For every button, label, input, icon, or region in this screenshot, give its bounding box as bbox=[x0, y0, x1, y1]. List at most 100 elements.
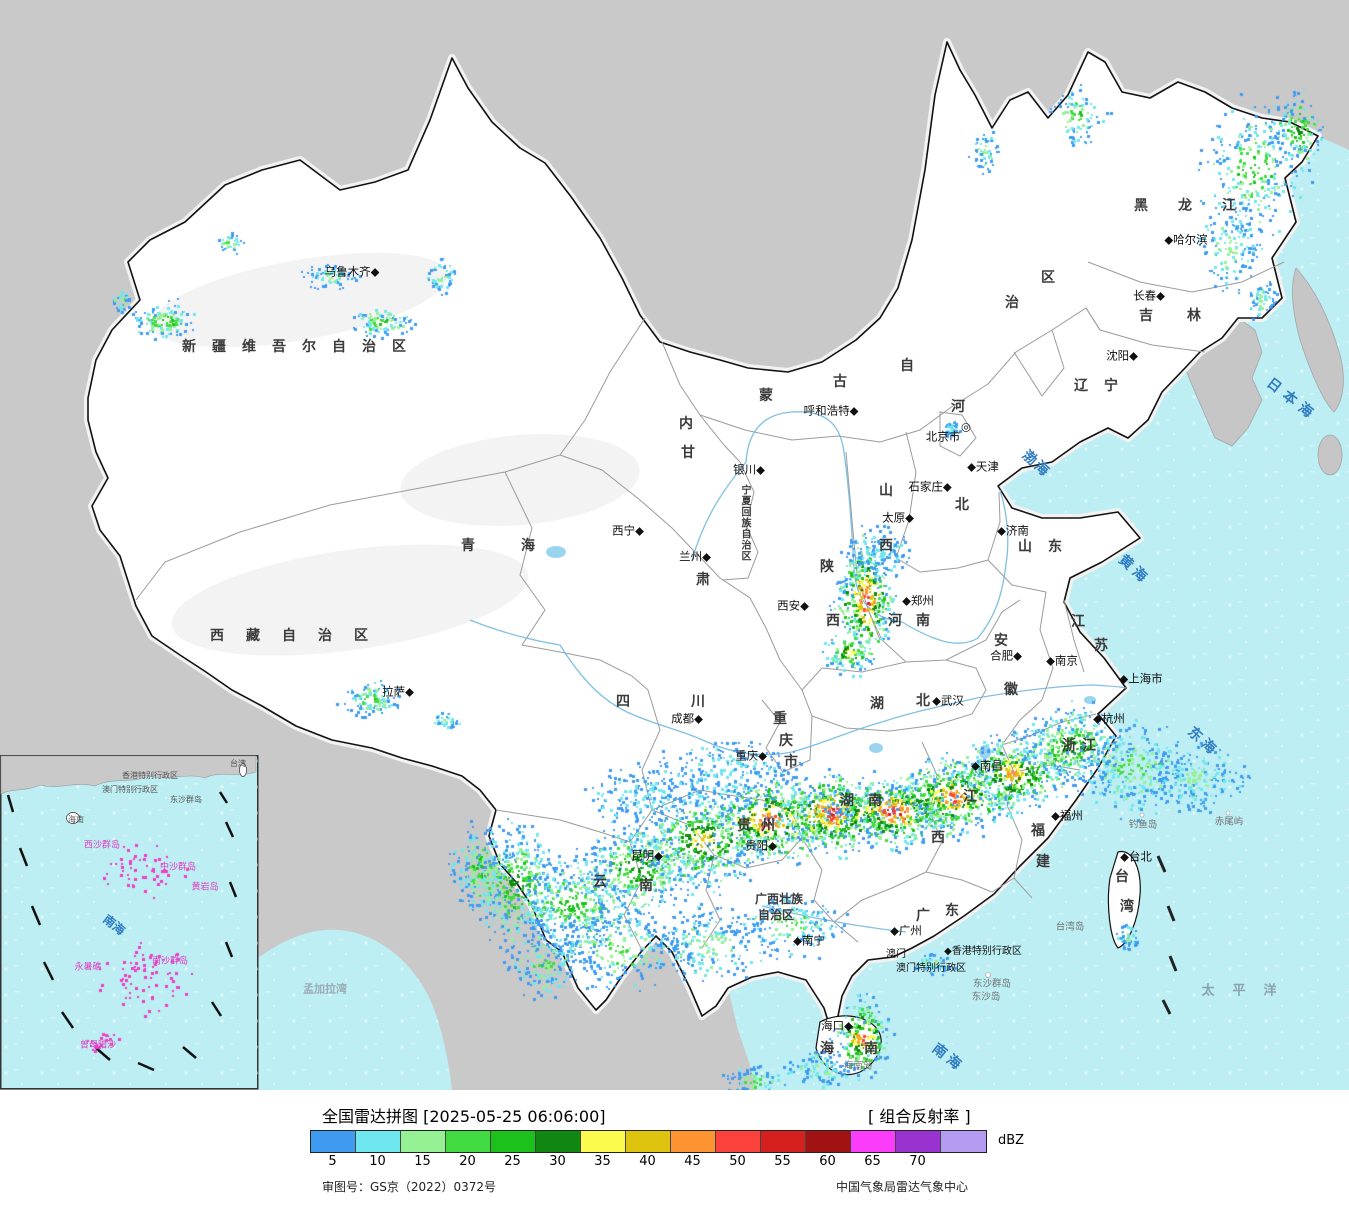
map-label: 成都◆ bbox=[671, 711, 703, 726]
scale-value: 70 bbox=[909, 1154, 926, 1169]
scale-value: 65 bbox=[864, 1154, 881, 1169]
map-label: 东沙岛 bbox=[971, 991, 1001, 1003]
map-label: ◆杭州 bbox=[1093, 711, 1125, 726]
map-label: 南海 bbox=[928, 1040, 968, 1076]
map-label: 西宁◆ bbox=[612, 523, 644, 538]
map-label: 肃 bbox=[696, 572, 710, 588]
map-label: 古 bbox=[833, 374, 847, 390]
colorbar-cell bbox=[896, 1131, 941, 1152]
product-label: [ 组合反射率 ] bbox=[868, 1107, 971, 1126]
map-label: 日本海 bbox=[1263, 375, 1321, 425]
scale-value: 15 bbox=[414, 1154, 431, 1169]
unit-label: dBZ bbox=[998, 1133, 1025, 1148]
map-label: 自治区 bbox=[757, 908, 795, 922]
map-label: 四 bbox=[616, 694, 630, 710]
map-label: 吉林 bbox=[1139, 308, 1235, 324]
map-label: 州 bbox=[761, 818, 775, 834]
radar-echo-layer bbox=[0, 0, 1349, 1090]
map-label: 河南 bbox=[888, 613, 944, 629]
map-label: 太平洋 bbox=[1201, 983, 1295, 999]
map-label: 南沙群岛 bbox=[151, 956, 189, 967]
map-label: 长春◆ bbox=[1133, 288, 1165, 303]
colorbar-cell bbox=[761, 1131, 806, 1152]
colorbar-cell bbox=[401, 1131, 446, 1152]
colorbar-cell bbox=[941, 1131, 986, 1152]
map-label: ◎ bbox=[960, 419, 972, 434]
map-label: 沈阳◆ bbox=[1106, 348, 1138, 363]
scale-value: 40 bbox=[639, 1154, 656, 1169]
map-label: 兰州◆ bbox=[679, 549, 711, 564]
map-label: 安 bbox=[994, 633, 1008, 649]
map-label: 贵 bbox=[737, 818, 751, 834]
map-label: 海南 bbox=[68, 815, 84, 824]
map-label: ◆天津 bbox=[967, 459, 999, 474]
map-label: 江 bbox=[1071, 614, 1085, 630]
map-label: 永暑礁 bbox=[74, 962, 102, 973]
map-label: 蒙 bbox=[759, 388, 773, 404]
scale-value: 10 bbox=[369, 1154, 386, 1169]
map-label: 北 bbox=[916, 693, 930, 709]
map-label: 甘 bbox=[681, 445, 695, 461]
map-label: 南 bbox=[639, 878, 653, 894]
map-label: 澳门特别行政区 bbox=[896, 963, 966, 974]
approval-number: 审图号：GS京（2022）0372号 bbox=[322, 1180, 496, 1194]
scale-value: 55 bbox=[774, 1154, 791, 1169]
map-label: 辽宁 bbox=[1074, 378, 1134, 394]
map-label: 区 bbox=[1041, 270, 1055, 286]
map-label: 南海 bbox=[100, 912, 128, 938]
scale-value: 60 bbox=[819, 1154, 836, 1169]
map-label: 赤尾屿 bbox=[1214, 816, 1244, 828]
map-label: 澳门 bbox=[886, 949, 906, 960]
colorbar-cell bbox=[446, 1131, 491, 1152]
colorbar-cell bbox=[491, 1131, 536, 1152]
scale-value: 50 bbox=[729, 1154, 746, 1169]
map-label: 石家庄◆ bbox=[908, 479, 952, 494]
map-label: 江 bbox=[963, 789, 977, 805]
colorbar-cell bbox=[626, 1131, 671, 1152]
map-label: 孟加拉湾 bbox=[303, 982, 347, 996]
credit-label: 中国气象局雷达气象中心 bbox=[836, 1180, 969, 1194]
map-label: 中沙群岛 bbox=[159, 862, 197, 873]
map-label: 贵阳◆ bbox=[745, 838, 777, 853]
map-label: ◆上海市 bbox=[1119, 671, 1163, 686]
map-label: ◆南昌 bbox=[971, 758, 1003, 773]
map-label: 合肥◆ bbox=[990, 648, 1022, 663]
map-label: 台 bbox=[1115, 869, 1129, 885]
map-label: 渤海 bbox=[1018, 447, 1054, 481]
map-label: 南 bbox=[864, 1041, 878, 1057]
colorbar-cell bbox=[536, 1131, 581, 1152]
map-label: 海 bbox=[820, 1041, 834, 1057]
map-label: 西 bbox=[879, 538, 893, 554]
map-label: ◆南宁 bbox=[793, 933, 825, 948]
map-label: 川 bbox=[691, 694, 705, 710]
map-label: ◆武汉 bbox=[932, 693, 964, 708]
map-label: 自 bbox=[900, 358, 914, 374]
map-label: ◆广州 bbox=[890, 923, 922, 938]
map-label: 徽 bbox=[1004, 682, 1018, 698]
map-label: 澳门特别行政区 bbox=[102, 785, 158, 794]
colorbar bbox=[310, 1130, 987, 1153]
map-label: ◆南京 bbox=[1046, 653, 1078, 668]
map-label: 钓鱼岛 bbox=[1128, 819, 1158, 831]
scale-values: 5 10 15 20 25 30 35 40 45 50 55 60 65 70 bbox=[310, 1154, 1030, 1169]
map-label: 陕 bbox=[820, 559, 834, 575]
map-label: 西安◆ bbox=[777, 598, 809, 613]
colorbar-cell bbox=[671, 1131, 716, 1152]
map-label: 福 bbox=[1031, 823, 1045, 839]
colorbar-cell bbox=[581, 1131, 626, 1152]
map-label: 建 bbox=[1036, 854, 1050, 870]
map-label: 庆 bbox=[779, 733, 793, 749]
map-label: 海南岛 bbox=[843, 1060, 873, 1072]
map-label: ◆济南 bbox=[997, 523, 1029, 538]
map-label: 台湾 bbox=[230, 759, 246, 768]
map-label: 昆明◆ bbox=[631, 848, 663, 863]
colorbar-cell bbox=[716, 1131, 761, 1152]
colorbar-cell bbox=[806, 1131, 851, 1152]
map-label: 宁夏回族自治区 bbox=[739, 484, 750, 562]
map-label: 云 bbox=[593, 874, 607, 890]
map-label: 浙 bbox=[1062, 738, 1076, 754]
scale-value: 35 bbox=[594, 1154, 611, 1169]
map-label: 苏 bbox=[1094, 638, 1108, 654]
map-label: ◆香港特别行政区 bbox=[944, 946, 1022, 957]
map-label: 黄海 bbox=[1115, 552, 1153, 588]
